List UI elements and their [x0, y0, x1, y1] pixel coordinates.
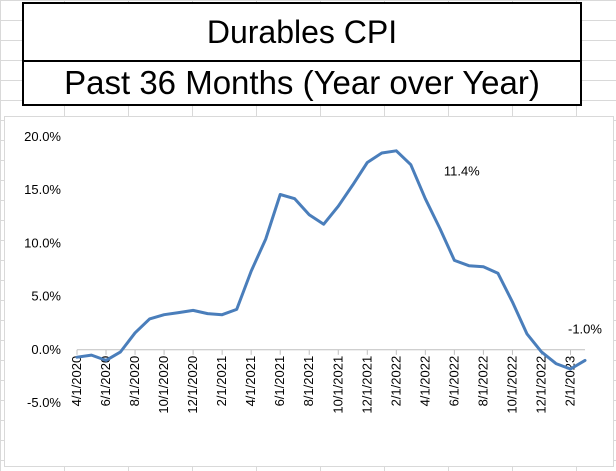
- title-cell-past-36-months[interactable]: Past 36 Months (Year over Year): [22, 60, 582, 106]
- x-tick-label: 10/1/2022: [504, 356, 519, 414]
- y-tick-label: 0.0%: [31, 342, 61, 357]
- x-tick-label: 4/1/2022: [417, 356, 432, 407]
- x-tick-label: 2/1/2021: [214, 356, 229, 407]
- x-tick-label: 4/1/2020: [69, 356, 84, 407]
- y-tick-label: 5.0%: [31, 289, 61, 304]
- x-tick-label: 6/1/2022: [446, 356, 461, 407]
- x-tick-label: 12/1/2020: [185, 356, 200, 414]
- y-tick-label: 20.0%: [24, 129, 61, 144]
- y-tick-label: -5.0%: [27, 395, 61, 410]
- title-line-1: Durables CPI: [206, 13, 398, 50]
- title-cell-durables-cpi[interactable]: Durables CPI: [22, 2, 582, 62]
- data-label: 11.4%: [444, 164, 480, 179]
- series-line: [75, 149, 587, 371]
- x-tick-label: 12/1/2022: [533, 356, 548, 414]
- chart-area[interactable]: 20.0% 15.0% 10.0% 5.0% 0.0% -5.0% 4/1/2020 6/1/…: [4, 116, 614, 467]
- data-label: -1.0%: [568, 321, 602, 336]
- x-tick-label: 2/1/2023: [562, 356, 577, 407]
- line-chart: 20.0% 15.0% 10.0% 5.0% 0.0% -5.0% 4/1/2020 6/1/…: [24, 129, 602, 414]
- x-tick-label: 6/1/2020: [98, 356, 113, 407]
- x-tick-label: 10/1/2020: [156, 356, 171, 414]
- x-tick-label: 12/1/2021: [359, 356, 374, 414]
- x-tick-label: 4/1/2021: [243, 356, 258, 407]
- x-tick-label: 8/1/2020: [127, 356, 142, 407]
- y-tick-label: 10.0%: [24, 235, 61, 250]
- x-tick-label: 8/1/2021: [301, 356, 316, 407]
- x-tick-label: 2/1/2022: [388, 356, 403, 407]
- y-tick-label: 15.0%: [24, 182, 61, 197]
- x-tick-label: 6/1/2021: [272, 356, 287, 407]
- x-tick-label: 8/1/2022: [475, 356, 490, 407]
- x-tick-label: 10/1/2021: [330, 356, 345, 414]
- title-line-2: Past 36 Months (Year over Year): [64, 64, 540, 101]
